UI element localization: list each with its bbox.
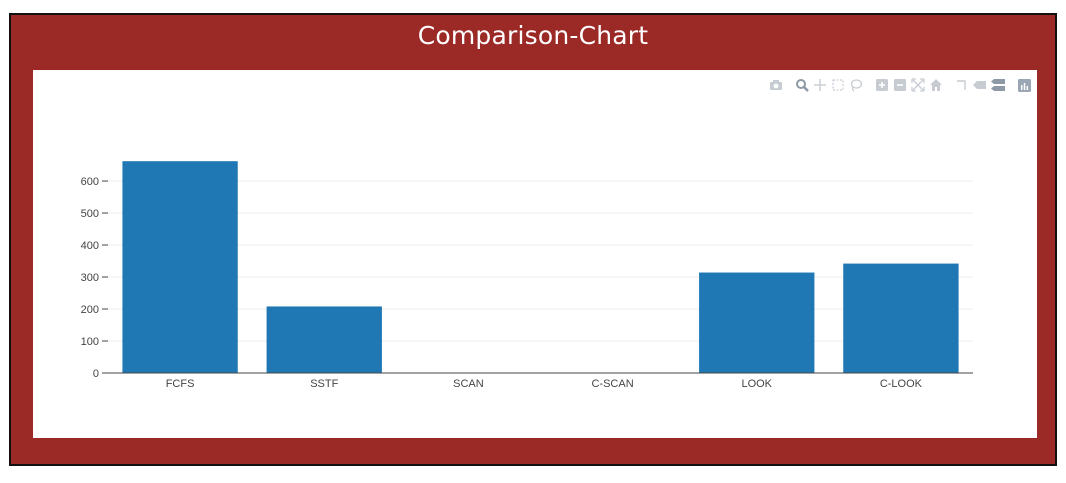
y-tick-label: 600 xyxy=(81,176,99,188)
y-tick-label: 100 xyxy=(81,336,99,348)
y-tick-label: 200 xyxy=(81,304,99,316)
x-tick-label: SCAN xyxy=(453,378,484,390)
bar-look[interactable] xyxy=(699,272,815,373)
bar-c-look[interactable] xyxy=(843,263,959,373)
pan-icon[interactable] xyxy=(811,76,829,94)
box-select-icon[interactable] xyxy=(829,76,847,94)
hover-compare-icon[interactable] xyxy=(989,76,1007,94)
chart-title: Comparison-Chart xyxy=(417,21,649,50)
spike-lines-icon[interactable] xyxy=(953,76,971,94)
plot-area: 0 100 200 300 400 500 600 FCFS SSTF SCAN C-SCAN LOO… xyxy=(33,70,1037,438)
y-tick-label: 400 xyxy=(81,240,99,252)
plotly-logo-icon[interactable] xyxy=(1015,76,1033,94)
chart-frame: Comparison-Chart 0 100 200 300 400 500 600 FCFS… xyxy=(9,13,1057,466)
y-tick-label: 300 xyxy=(81,272,99,284)
bar-chart: 0 100 200 300 400 500 600 FCFS SSTF SCAN C-SCAN LOO… xyxy=(81,161,973,390)
x-tick-label: FCFS xyxy=(166,378,195,390)
x-tick-label: SSTF xyxy=(310,378,338,390)
x-tick-label: C-SCAN xyxy=(591,378,633,390)
hover-closest-icon[interactable] xyxy=(971,76,989,94)
y-tick-label: 0 xyxy=(93,368,99,380)
modebar xyxy=(767,76,1033,94)
bar-sstf[interactable] xyxy=(266,306,382,373)
bar-fcfs[interactable] xyxy=(122,161,238,373)
reset-axes-icon[interactable] xyxy=(927,76,945,94)
x-tick-label: C-LOOK xyxy=(880,378,923,390)
x-tick-label: LOOK xyxy=(741,378,772,390)
zoom-icon[interactable] xyxy=(793,76,811,94)
y-tick-label: 500 xyxy=(81,208,99,220)
zoom-out-icon[interactable] xyxy=(891,76,909,94)
lasso-select-icon[interactable] xyxy=(847,76,865,94)
zoom-in-icon[interactable] xyxy=(873,76,891,94)
camera-icon[interactable] xyxy=(767,76,785,94)
autoscale-icon[interactable] xyxy=(909,76,927,94)
